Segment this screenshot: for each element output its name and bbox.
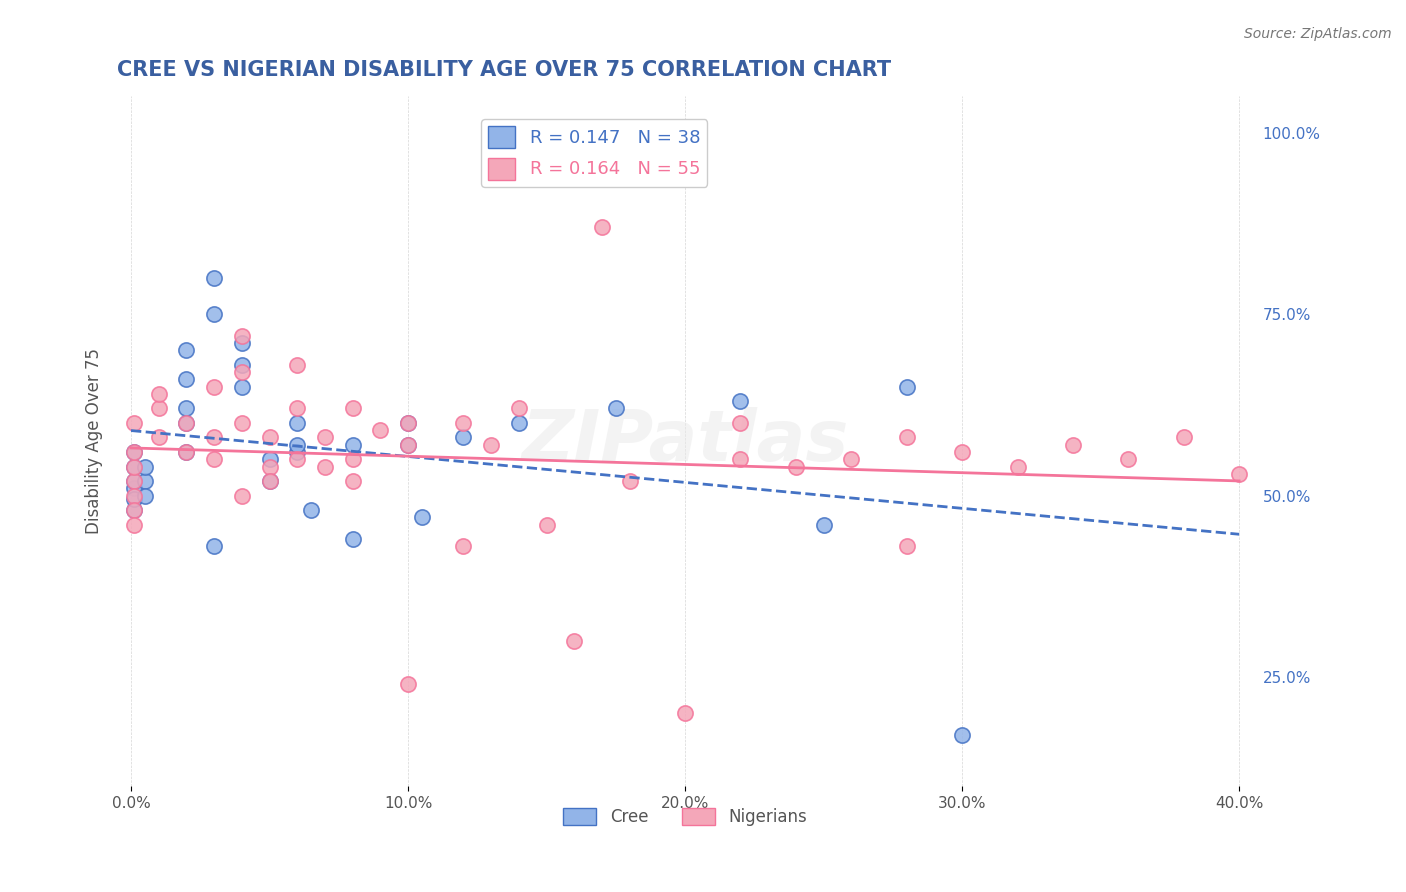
Point bbox=[259, 452, 281, 467]
Point bbox=[591, 220, 613, 235]
Point bbox=[202, 430, 225, 444]
Point bbox=[285, 358, 308, 372]
Point bbox=[1227, 467, 1250, 481]
Point bbox=[508, 401, 530, 416]
Text: ZIPatlas: ZIPatlas bbox=[522, 407, 849, 475]
Point bbox=[1173, 430, 1195, 444]
Point bbox=[259, 430, 281, 444]
Point bbox=[202, 452, 225, 467]
Point bbox=[231, 329, 253, 343]
Point bbox=[122, 489, 145, 503]
Point bbox=[453, 430, 475, 444]
Point bbox=[896, 430, 918, 444]
Y-axis label: Disability Age Over 75: Disability Age Over 75 bbox=[86, 348, 103, 534]
Point bbox=[314, 430, 336, 444]
Point bbox=[176, 343, 198, 358]
Point bbox=[202, 380, 225, 394]
Point bbox=[122, 459, 145, 474]
Point bbox=[202, 539, 225, 553]
Point bbox=[411, 510, 433, 524]
Point bbox=[342, 401, 364, 416]
Point bbox=[122, 445, 145, 459]
Point bbox=[202, 307, 225, 321]
Point bbox=[1062, 438, 1084, 452]
Point bbox=[122, 503, 145, 517]
Point bbox=[231, 365, 253, 379]
Point bbox=[950, 445, 973, 459]
Point bbox=[122, 459, 145, 474]
Point bbox=[605, 401, 627, 416]
Point bbox=[122, 474, 145, 488]
Point bbox=[730, 452, 752, 467]
Point bbox=[148, 387, 170, 401]
Point bbox=[396, 677, 419, 691]
Point bbox=[285, 401, 308, 416]
Point bbox=[896, 380, 918, 394]
Point bbox=[619, 474, 641, 488]
Point bbox=[342, 438, 364, 452]
Point bbox=[176, 445, 198, 459]
Point bbox=[122, 492, 145, 507]
Text: CREE VS NIGERIAN DISABILITY AGE OVER 75 CORRELATION CHART: CREE VS NIGERIAN DISABILITY AGE OVER 75 … bbox=[117, 60, 891, 79]
Point bbox=[396, 438, 419, 452]
Point bbox=[122, 481, 145, 495]
Point bbox=[285, 438, 308, 452]
Point bbox=[285, 445, 308, 459]
Point bbox=[785, 459, 807, 474]
Point bbox=[479, 438, 502, 452]
Legend: Cree, Nigerians: Cree, Nigerians bbox=[557, 801, 814, 832]
Point bbox=[285, 452, 308, 467]
Point bbox=[839, 452, 862, 467]
Point bbox=[122, 503, 145, 517]
Point bbox=[813, 517, 835, 532]
Point bbox=[134, 459, 156, 474]
Point bbox=[453, 539, 475, 553]
Point bbox=[396, 438, 419, 452]
Point bbox=[134, 489, 156, 503]
Point bbox=[342, 452, 364, 467]
Point bbox=[259, 459, 281, 474]
Point bbox=[122, 474, 145, 488]
Point bbox=[1007, 459, 1029, 474]
Point bbox=[231, 380, 253, 394]
Point bbox=[231, 416, 253, 430]
Point bbox=[176, 416, 198, 430]
Point bbox=[202, 270, 225, 285]
Point bbox=[176, 401, 198, 416]
Point bbox=[673, 706, 696, 721]
Point bbox=[176, 372, 198, 386]
Point bbox=[231, 336, 253, 351]
Point bbox=[342, 532, 364, 546]
Point bbox=[950, 728, 973, 742]
Point bbox=[148, 430, 170, 444]
Point bbox=[231, 358, 253, 372]
Point bbox=[122, 517, 145, 532]
Point bbox=[453, 416, 475, 430]
Point bbox=[342, 474, 364, 488]
Point bbox=[259, 474, 281, 488]
Point bbox=[176, 445, 198, 459]
Point bbox=[314, 459, 336, 474]
Point bbox=[1118, 452, 1140, 467]
Point bbox=[896, 539, 918, 553]
Point bbox=[562, 633, 585, 648]
Text: Source: ZipAtlas.com: Source: ZipAtlas.com bbox=[1244, 27, 1392, 41]
Point bbox=[231, 489, 253, 503]
Point bbox=[508, 416, 530, 430]
Point bbox=[299, 503, 322, 517]
Point bbox=[176, 416, 198, 430]
Point bbox=[730, 394, 752, 409]
Point bbox=[259, 474, 281, 488]
Point bbox=[285, 416, 308, 430]
Point bbox=[122, 416, 145, 430]
Point bbox=[730, 416, 752, 430]
Point bbox=[134, 474, 156, 488]
Point bbox=[370, 423, 392, 437]
Point bbox=[122, 445, 145, 459]
Point bbox=[396, 416, 419, 430]
Point bbox=[396, 416, 419, 430]
Point bbox=[148, 401, 170, 416]
Point bbox=[536, 517, 558, 532]
